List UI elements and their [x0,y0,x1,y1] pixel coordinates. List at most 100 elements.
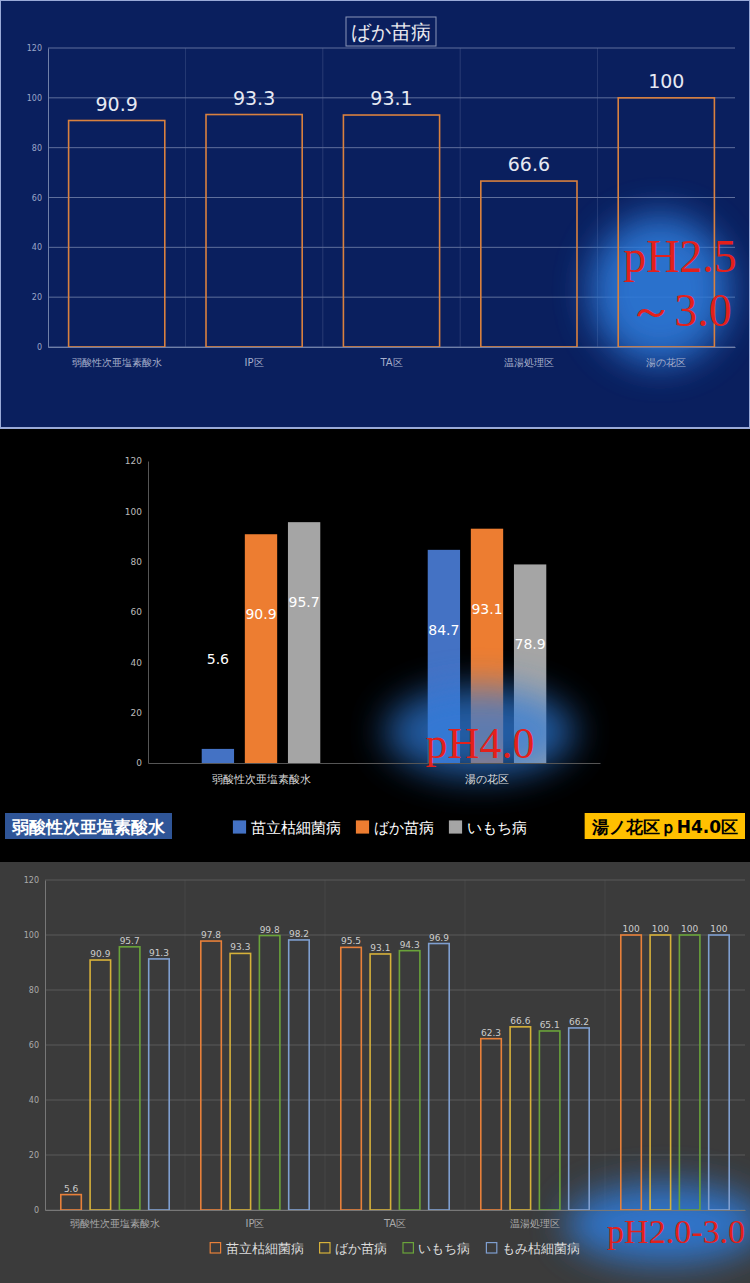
grid-line [45,880,745,881]
title-box [346,17,436,46]
y-tick-label: 0 [37,343,42,352]
category-divider [322,48,323,347]
y-tick: 120 [125,456,148,466]
annotation: pH2.0-3.0 [607,1213,745,1250]
legend-item: もみ枯細菌病 [486,1241,579,1256]
bar [429,944,450,1210]
x-tick: 湯の花区 [646,347,686,368]
data-label: 97.8 [201,930,221,940]
annotation-box-group: 湯ノ花区ｐH4.0区 [585,813,745,839]
data-label: 95.5 [341,936,361,946]
x-tick-label: IP区 [246,1218,265,1229]
data-label: 98.2 [289,929,309,939]
legend-swatch [450,821,462,833]
data-label: 5.6 [207,651,229,667]
category-dividers [185,880,605,1210]
y-tick: 120 [24,876,45,885]
data-label: 93.1 [370,943,390,953]
legend-item: ばか苗病 [357,819,434,837]
title-group: ばか苗病 [346,17,436,46]
legend: 苗立枯細菌病ばか苗病いもち病もみ枯細菌病 [210,1241,580,1256]
data-label: 93.1 [370,87,412,109]
data-label: 94.3 [400,940,420,950]
x-axis-line [49,347,736,348]
category-divider [465,880,466,1210]
chart-title: ばか苗病 [351,20,431,44]
bar [650,935,671,1210]
bar [230,953,251,1210]
annotation: 湯ノ花区ｐH4.0区 [591,817,738,837]
bar [202,749,234,763]
y-tick: 40 [32,243,48,252]
x-tick: IP区 [245,347,264,368]
x-tick: TA区 [383,1210,406,1229]
category-divider [185,880,186,1210]
data-label: 84.7 [428,622,459,638]
category-divider [460,48,461,347]
bar [481,1039,502,1210]
category-divider [325,880,326,1210]
chart-svg: 020406080100120弱酸性次亜塩素酸水IP区TA区温湯処理区湯の花区9… [0,0,750,1283]
x-tick-label: IP区 [245,357,264,368]
data-label: 95.7 [120,936,140,946]
x-axis: 弱酸性次亜塩素酸水IP区TA区温湯処理区湯の花区 [49,347,736,368]
data-labels: 90.993.393.166.6100 [96,70,685,175]
y-tick: 80 [131,557,148,567]
bar [245,534,277,763]
x-tick-label: 湯の花区 [646,357,686,368]
y-tick-label: 80 [32,144,42,153]
data-label: 65.1 [540,1020,560,1030]
data-label: 62.3 [481,1028,501,1038]
data-labels: 5.684.790.993.195.778.9 [207,594,546,667]
bar [69,121,165,347]
bars [69,98,715,347]
legend: 苗立枯細菌病ばか苗病いもち病 [234,819,527,837]
y-tick-label: 40 [131,658,143,668]
x-tick: TA区 [379,347,402,368]
y-tick-label: 40 [29,1096,39,1105]
data-label: 91.3 [149,948,169,958]
grid-line [48,48,735,49]
annotation-box-group: 弱酸性次亜塩素酸水 [5,813,172,839]
y-tick-label: 60 [131,607,143,617]
data-label: 95.7 [289,594,320,610]
bar [90,960,111,1210]
x-tick-label: 湯の花区 [465,773,509,786]
y-tick-label: 100 [125,507,142,517]
annotations: pH4.0弱酸性次亜塩素酸水湯ノ花区ｐH4.0区 [5,719,745,839]
y-axis: 020406080100120 [27,44,49,352]
y-tick: 20 [131,708,148,718]
annotation: 弱酸性次亜塩素酸水 [11,817,166,837]
panel-background [0,0,750,428]
grid [48,48,735,347]
grid-line [45,1155,745,1156]
bar [289,940,310,1210]
y-tick: 60 [131,607,148,617]
y-tick-label: 0 [136,758,142,768]
y-axis-line [45,881,46,1211]
y-axis-line [48,49,49,348]
x-tick-label: 弱酸性次亜塩素酸水 [72,357,162,368]
y-tick: 100 [24,931,45,940]
category-dividers [185,48,597,347]
bar [370,954,391,1210]
bar [201,941,222,1210]
x-axis-line [46,1210,746,1211]
bar [119,947,140,1210]
data-label: 90.9 [96,93,138,115]
x-tick: 温湯処理区 [510,1210,560,1229]
legend-label: もみ枯細菌病 [502,1241,580,1256]
x-tick-label: 弱酸性次亜塩素酸水 [212,773,311,786]
legend-swatch [486,1243,496,1253]
y-tick: 80 [29,986,45,995]
data-label: 66.6 [510,1016,530,1026]
annotations: pH2.5～3.0 [623,231,737,336]
y-tick: 100 [125,507,148,517]
x-tick: 弱酸性次亜塩素酸水 [72,347,162,368]
annotation-box [5,813,172,839]
data-label: 66.6 [508,153,550,175]
bar [679,935,700,1210]
category-divider [185,48,186,347]
legend-item: 苗立枯細菌病 [234,819,341,837]
data-label: 78.9 [515,636,546,652]
